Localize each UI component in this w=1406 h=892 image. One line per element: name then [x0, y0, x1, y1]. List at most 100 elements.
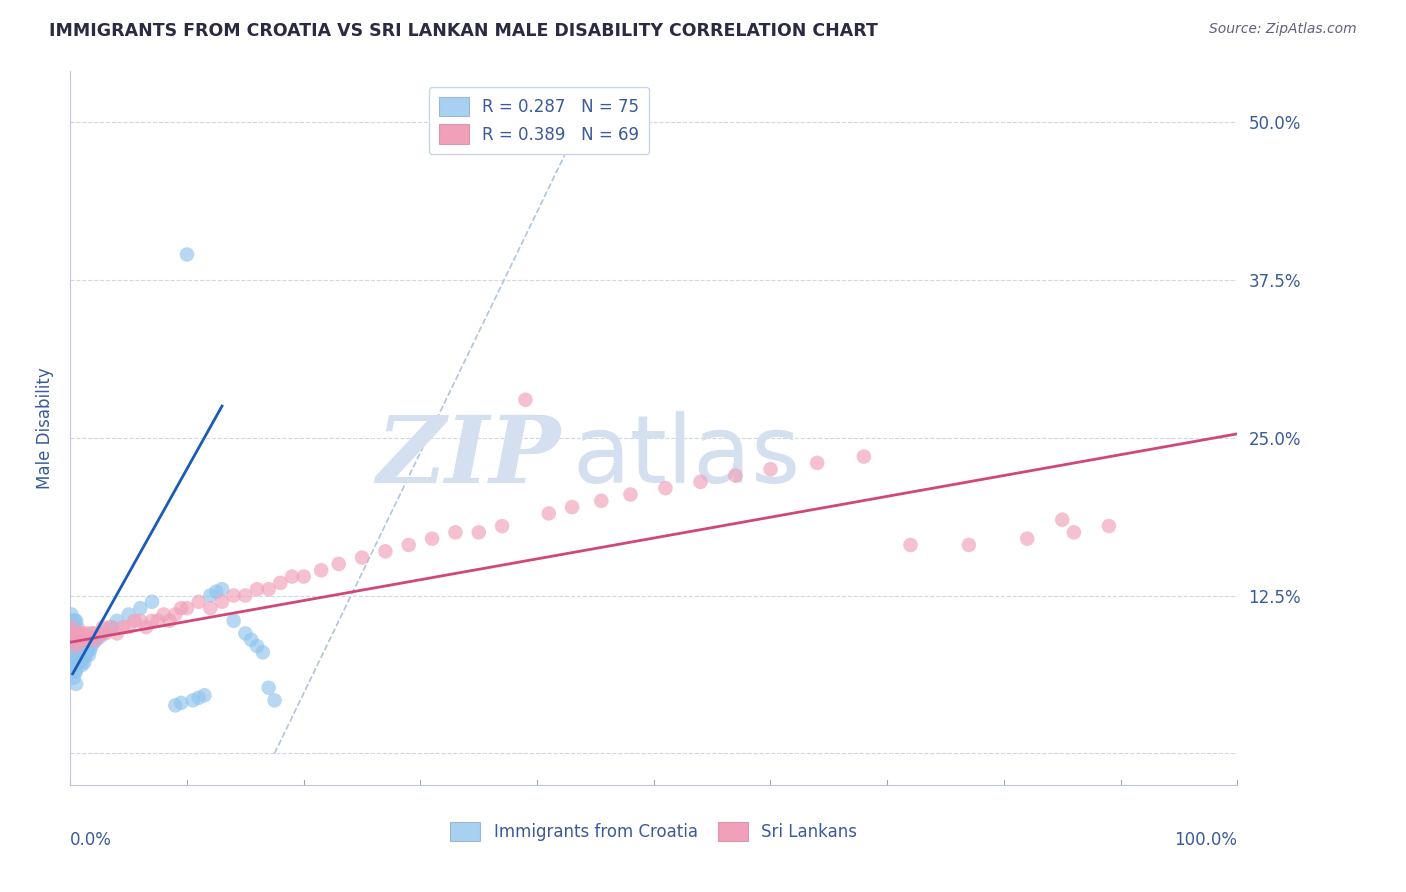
Point: [70, 632, 93, 647]
Point: [246, 582, 269, 597]
Point: [94, 623, 117, 637]
Point: [65, 639, 87, 653]
Point: [69, 632, 91, 647]
Point: [70, 626, 93, 640]
Point: [89, 630, 111, 644]
Point: [80, 626, 103, 640]
Point: [222, 589, 245, 603]
Point: [62, 626, 84, 640]
Point: [900, 538, 922, 552]
Point: [66, 620, 89, 634]
Point: [200, 589, 222, 603]
Point: [281, 569, 304, 583]
Point: [100, 620, 122, 634]
Point: [146, 614, 169, 628]
Point: [724, 468, 747, 483]
Point: [67, 626, 90, 640]
Point: [263, 693, 285, 707]
Point: [852, 450, 875, 464]
Point: [62, 671, 84, 685]
Point: [689, 475, 711, 489]
Point: [77, 632, 100, 647]
Point: [62, 651, 84, 665]
Point: [65, 626, 87, 640]
Point: [1098, 519, 1121, 533]
Legend: Immigrants from Croatia, Sri Lankans: Immigrants from Croatia, Sri Lankans: [444, 815, 863, 848]
Point: [269, 575, 291, 590]
Point: [252, 645, 274, 659]
Point: [619, 487, 641, 501]
Point: [63, 626, 86, 640]
Point: [100, 620, 122, 634]
Point: [60, 620, 83, 634]
Point: [654, 481, 676, 495]
Point: [141, 614, 163, 628]
Point: [233, 589, 256, 603]
Point: [62, 657, 84, 672]
Point: [62, 645, 84, 659]
Point: [80, 639, 103, 653]
Point: [561, 500, 583, 514]
Point: [60, 645, 83, 659]
Point: [76, 626, 98, 640]
Point: [187, 690, 209, 705]
Point: [83, 635, 105, 649]
Point: [60, 620, 83, 634]
Point: [328, 557, 350, 571]
Point: [72, 651, 94, 665]
Text: ZIP: ZIP: [377, 412, 561, 501]
Point: [69, 651, 91, 665]
Point: [165, 698, 187, 713]
Point: [515, 392, 537, 407]
Point: [65, 651, 87, 665]
Point: [233, 626, 256, 640]
Point: [79, 642, 101, 657]
Point: [60, 607, 83, 622]
Point: [257, 681, 280, 695]
Point: [63, 614, 86, 628]
Point: [118, 620, 141, 634]
Point: [141, 595, 163, 609]
Point: [65, 639, 87, 653]
Point: [806, 456, 828, 470]
Text: 100.0%: 100.0%: [1174, 831, 1237, 849]
Point: [205, 584, 228, 599]
Point: [76, 645, 98, 659]
Point: [309, 563, 332, 577]
Point: [66, 632, 89, 647]
Point: [84, 632, 107, 647]
Point: [62, 614, 84, 628]
Point: [72, 639, 94, 653]
Point: [62, 626, 84, 640]
Point: [111, 620, 134, 634]
Point: [63, 651, 86, 665]
Point: [91, 620, 114, 634]
Point: [60, 632, 83, 647]
Point: [94, 626, 117, 640]
Point: [69, 630, 91, 644]
Point: [91, 626, 114, 640]
Point: [176, 601, 198, 615]
Point: [105, 626, 128, 640]
Point: [63, 665, 86, 679]
Point: [222, 614, 245, 628]
Point: [62, 620, 84, 634]
Point: [65, 665, 87, 679]
Point: [1017, 532, 1039, 546]
Point: [181, 693, 204, 707]
Point: [70, 645, 93, 659]
Point: [352, 550, 374, 565]
Point: [398, 538, 420, 552]
Point: [467, 525, 491, 540]
Point: [257, 582, 280, 597]
Text: 0.0%: 0.0%: [70, 831, 112, 849]
Point: [67, 639, 90, 653]
Point: [67, 626, 90, 640]
Point: [73, 642, 96, 657]
Point: [170, 601, 193, 615]
Point: [124, 614, 146, 628]
Point: [165, 607, 187, 622]
Point: [118, 607, 141, 622]
Point: [292, 569, 315, 583]
Point: [70, 657, 93, 672]
